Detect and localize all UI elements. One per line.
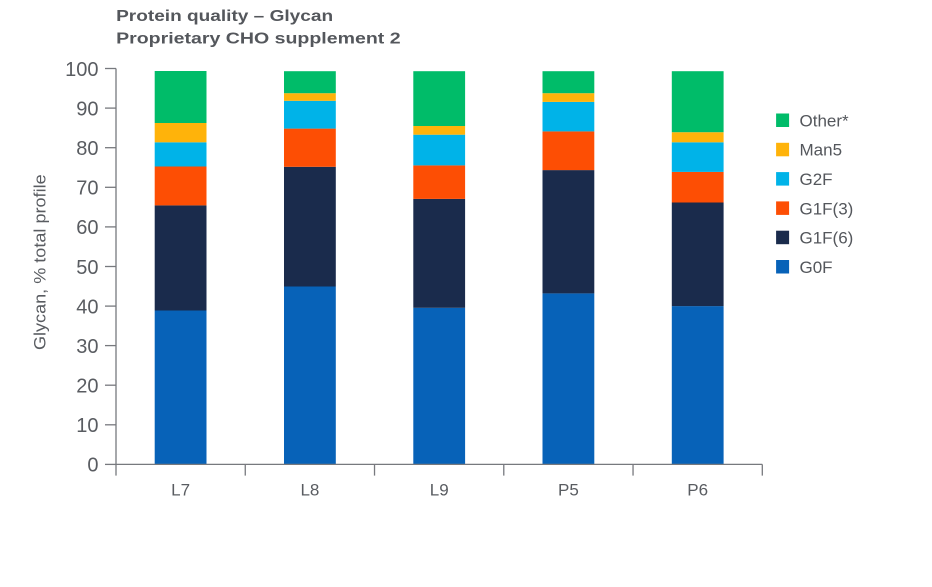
- svg-text:L8: L8: [300, 481, 319, 500]
- svg-text:L7: L7: [171, 481, 190, 500]
- svg-text:70: 70: [76, 178, 98, 200]
- svg-text:P5: P5: [558, 481, 579, 500]
- svg-text:Protein quality – Glycan: Protein quality – Glycan: [116, 8, 333, 25]
- svg-text:30: 30: [76, 336, 98, 358]
- svg-text:G0F: G0F: [800, 258, 833, 277]
- svg-text:Other*: Other*: [800, 111, 850, 130]
- svg-text:80: 80: [76, 138, 98, 160]
- svg-text:50: 50: [76, 257, 98, 279]
- svg-text:90: 90: [76, 98, 98, 120]
- svg-text:40: 40: [76, 296, 98, 318]
- svg-text:Glycan, % total profile: Glycan, % total profile: [30, 174, 49, 350]
- svg-text:10: 10: [76, 415, 98, 437]
- svg-text:G1F(6): G1F(6): [800, 229, 854, 248]
- svg-text:100: 100: [65, 59, 98, 81]
- svg-text:P6: P6: [687, 481, 708, 500]
- svg-text:L9: L9: [430, 481, 449, 500]
- svg-text:20: 20: [76, 376, 98, 398]
- svg-text:60: 60: [76, 217, 98, 239]
- svg-text:Man5: Man5: [800, 141, 843, 160]
- svg-text:G1F(3): G1F(3): [800, 199, 854, 218]
- svg-text:G2F: G2F: [800, 170, 833, 189]
- svg-text:Proprietary CHO supplement 2: Proprietary CHO supplement 2: [116, 31, 401, 48]
- svg-text:0: 0: [87, 455, 98, 477]
